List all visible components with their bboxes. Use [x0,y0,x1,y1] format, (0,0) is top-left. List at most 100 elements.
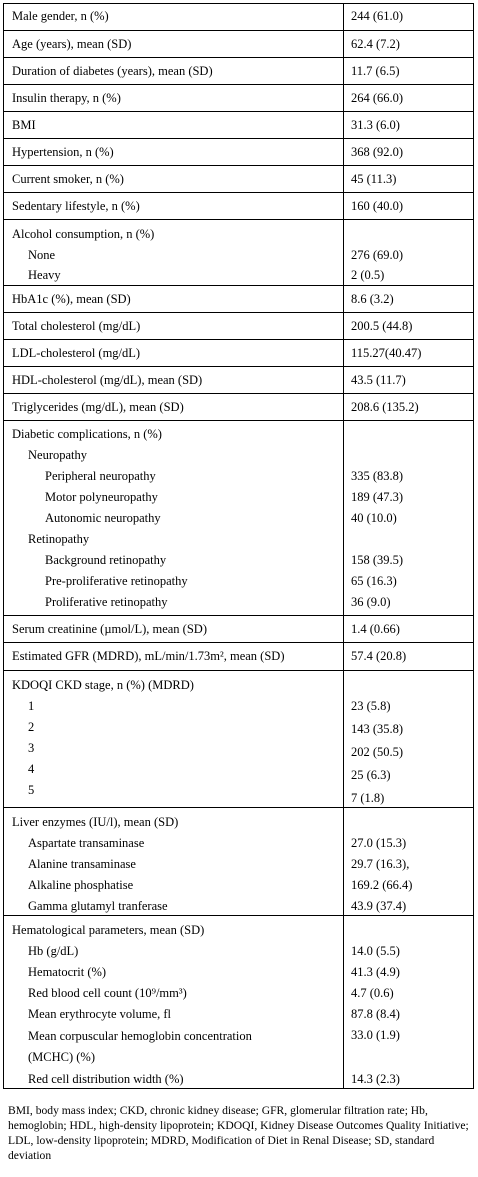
sub-value: 41.3 (4.9) [351,965,400,979]
row-label: Alcohol consumption, n (%) [12,227,155,241]
sub-value: 276 (69.0) [351,248,404,262]
sub-label: Hematocrit (%) [28,965,107,979]
sub-value: 335 (83.8) [351,469,404,483]
row-value: 31.3 (6.0) [351,118,400,132]
sub-value: 2 (0.5) [351,268,385,282]
sub-label: Background retinopathy [45,553,167,567]
table-row: Male gender, n (%) 244 (61.0) [3,3,474,31]
row-value: 45 (11.3) [351,172,397,186]
row-value: 264 (66.0) [351,91,404,105]
row-label: Diabetic complications, n (%) [12,427,162,441]
sub-label: Aspartate transaminase [28,836,145,850]
table-row: Total cholesterol (mg/dL) 200.5 (44.8) [3,312,474,340]
sub-label: 5 [28,783,35,797]
row-label: Hematological parameters, mean (SD) [12,923,205,937]
sub-label: Motor polyneuropathy [45,490,158,504]
sub-value: 65 (16.3) [351,574,397,588]
row-label: Serum creatinine (µmol/L), mean (SD) [12,622,207,636]
sub-label: Mean erythrocyte volume, fl [28,1007,172,1021]
sub-value: 33.0 (1.9) [351,1028,400,1042]
table-row: KDOQI CKD stage, n (%) (MDRD) 1 2 3 4 5 … [3,670,474,808]
row-label: Triglycerides (mg/dL), mean (SD) [12,400,184,414]
characteristics-table: Male gender, n (%) 244 (61.0) Age (years… [3,3,474,1089]
row-label: Estimated GFR (MDRD), mL/min/1.73m², mea… [12,649,285,663]
sub-value: 87.8 (8.4) [351,1007,400,1021]
row-label: Current smoker, n (%) [12,172,124,186]
row-label: HDL-cholesterol (mg/dL), mean (SD) [12,373,203,387]
row-value: 57.4 (20.8) [351,649,407,663]
sub-value: 36 (9.0) [351,595,391,609]
sub-label: 4 [28,762,35,776]
row-value: 160 (40.0) [351,199,404,213]
group-label: Neuropathy [28,448,88,462]
table-row: HbA1c (%), mean (SD) 8.6 (3.2) [3,285,474,313]
sub-label: Peripheral neuropathy [45,469,156,483]
row-label: Duration of diabetes (years), mean (SD) [12,64,213,78]
table-row: Insulin therapy, n (%) 264 (66.0) [3,84,474,112]
sub-value: 7 (1.8) [351,791,385,805]
table-row: Age (years), mean (SD) 62.4 (7.2) [3,30,474,58]
sub-value: 202 (50.5) [351,745,404,759]
sub-value: 169.2 (66.4) [351,878,413,892]
row-label: Insulin therapy, n (%) [12,91,121,105]
sub-value: 143 (35.8) [351,722,404,736]
sub-label: Mean corpuscular hemoglobin concentratio… [28,1029,252,1064]
row-label: LDL-cholesterol (mg/dL) [12,346,141,360]
table-row: HDL-cholesterol (mg/dL), mean (SD) 43.5 … [3,366,474,394]
row-value: 200.5 (44.8) [351,319,413,333]
row-value: 115.27(40.47) [351,346,422,360]
sub-value: 4.7 (0.6) [351,986,394,1000]
row-value: 244 (61.0) [351,9,404,23]
table-row: LDL-cholesterol (mg/dL) 115.27(40.47) [3,339,474,367]
table-row: Duration of diabetes (years), mean (SD) … [3,57,474,85]
sub-label: Red cell distribution width (%) [28,1072,184,1086]
row-label: KDOQI CKD stage, n (%) (MDRD) [12,678,194,692]
table-row: Hypertension, n (%) 368 (92.0) [3,138,474,166]
table-row: Serum creatinine (µmol/L), mean (SD) 1.4… [3,615,474,643]
row-value: 8.6 (3.2) [351,292,394,306]
sub-label: Red blood cell count (10⁹/mm³) [28,986,187,1000]
sub-label: Alkaline phosphatise [28,878,134,892]
sub-label: 1 [28,699,35,713]
table-footnote: BMI, body mass index; CKD, chronic kidne… [8,1103,472,1163]
row-value: 11.7 (6.5) [351,64,400,78]
table-row: Current smoker, n (%) 45 (11.3) [3,165,474,193]
row-value: 43.5 (11.7) [351,373,406,387]
sub-value: 158 (39.5) [351,553,404,567]
sub-value: 29.7 (16.3), [351,857,410,871]
row-label: Male gender, n (%) [12,9,109,23]
sub-label: Alanine transaminase [28,857,136,871]
sub-label: Heavy [28,268,61,282]
row-label: HbA1c (%), mean (SD) [12,292,131,306]
table-row: Sedentary lifestyle, n (%) 160 (40.0) [3,192,474,220]
sub-label: Hb (g/dL) [28,944,79,958]
sub-value: 40 (10.0) [351,511,397,525]
row-value: 208.6 (135.2) [351,400,419,414]
group-label: Retinopathy [28,532,90,546]
sub-label: Autonomic neuropathy [45,511,161,525]
sub-value: 189 (47.3) [351,490,404,504]
sub-label: Pre-proliferative retinopathy [45,574,188,588]
footnote-text: BMI, body mass index; CKD, chronic kidne… [8,1104,469,1162]
row-label: Hypertension, n (%) [12,145,114,159]
sub-value: 14.3 (2.3) [351,1072,400,1086]
table-row: Alcohol consumption, n (%) None Heavy 27… [3,219,474,286]
row-label: Age (years), mean (SD) [12,37,132,51]
table-row: Liver enzymes (IU/l), mean (SD) Aspartat… [3,807,474,916]
sub-label: 2 [28,720,35,734]
sub-value: 43.9 (37.4) [351,899,407,913]
row-value: 1.4 (0.66) [351,622,400,636]
row-label: Total cholesterol (mg/dL) [12,319,141,333]
sub-label: Gamma glutamyl tranferase [28,899,168,913]
table-row: BMI 31.3 (6.0) [3,111,474,139]
table-row: Estimated GFR (MDRD), mL/min/1.73m², mea… [3,642,474,671]
row-label: Liver enzymes (IU/l), mean (SD) [12,815,179,829]
table-row: Triglycerides (mg/dL), mean (SD) 208.6 (… [3,393,474,421]
sub-label: Proliferative retinopathy [45,595,168,609]
sub-value: 27.0 (15.3) [351,836,407,850]
row-value: 368 (92.0) [351,145,404,159]
sub-label: 3 [28,741,35,755]
row-value: 62.4 (7.2) [351,37,400,51]
sub-value: 25 (6.3) [351,768,391,782]
table-row: Diabetic complications, n (%) Neuropathy… [3,420,474,616]
